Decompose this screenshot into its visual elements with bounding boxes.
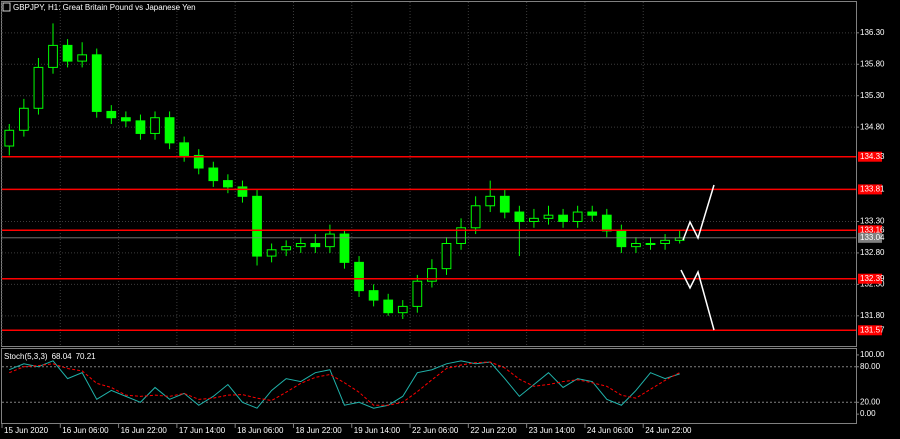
candle-body bbox=[223, 180, 233, 188]
candle-body bbox=[310, 242, 321, 248]
candle-body bbox=[164, 117, 175, 144]
y-tick-label: 134.80 bbox=[860, 122, 885, 131]
x-tick-label: 18 Jun 22:00 bbox=[295, 426, 342, 435]
chart-icon bbox=[2, 2, 11, 12]
candle-body bbox=[397, 305, 408, 314]
x-tick-label: 24 Jun 06:00 bbox=[587, 426, 634, 435]
stoch-line bbox=[9, 361, 680, 406]
x-tick-label: 22 Jun 06:00 bbox=[412, 426, 459, 435]
candle-body bbox=[77, 54, 88, 62]
indicator-name: Stoch(5,3,3) bbox=[4, 352, 48, 361]
candle-body bbox=[543, 214, 554, 219]
indicator-frame bbox=[1, 348, 857, 424]
level-label: 132.39 bbox=[860, 274, 885, 283]
candle-body bbox=[354, 261, 364, 292]
candle-body bbox=[660, 239, 670, 244]
candle-body bbox=[601, 214, 612, 232]
candle-body bbox=[558, 214, 568, 222]
x-tick-label: 15 Jun 2020 bbox=[4, 426, 49, 435]
candle-body bbox=[412, 280, 423, 307]
labels: 136.30 135.80 135.30 134.80 133.30 132.80 132.… bbox=[1, 28, 885, 435]
candle-body bbox=[91, 54, 102, 112]
candle-body bbox=[587, 211, 598, 216]
level-label: 133.16 bbox=[860, 225, 885, 234]
candle-body bbox=[441, 242, 452, 270]
candle-body bbox=[106, 110, 117, 119]
candle-body bbox=[514, 211, 525, 222]
y-tick-label: 136.30 bbox=[860, 28, 885, 37]
y-tick-label: 20.00 bbox=[860, 397, 881, 406]
candle-body bbox=[252, 195, 262, 257]
x-tick-label: 18 Jun 06:00 bbox=[237, 426, 284, 435]
indicator-label: Stoch(5,3,3) 68.04 70.21 bbox=[4, 352, 96, 361]
candle-body bbox=[485, 195, 496, 207]
candle-body bbox=[48, 44, 58, 68]
candle-body bbox=[18, 107, 29, 131]
down-arrow bbox=[680, 269, 715, 331]
candle-body bbox=[193, 154, 204, 169]
y-tick-label: 132.30 bbox=[860, 279, 885, 288]
candle-body bbox=[529, 217, 539, 222]
y-tick-label: 132.80 bbox=[860, 248, 885, 257]
indicator-value: 70.21 bbox=[76, 352, 97, 361]
candle-body bbox=[150, 117, 160, 134]
chart-title: GBPJPY, H1: Great Britain Pound vs Japan… bbox=[13, 3, 196, 12]
level-label: 134.33 bbox=[860, 152, 885, 161]
up-arrow bbox=[682, 184, 715, 241]
candle-body bbox=[631, 242, 641, 248]
candle-body bbox=[33, 66, 44, 109]
candle-body bbox=[368, 290, 379, 301]
candle-body bbox=[470, 205, 481, 229]
level-label-bg bbox=[858, 151, 882, 162]
candle-body bbox=[499, 195, 510, 213]
y-tick-label: 135.80 bbox=[860, 59, 885, 68]
y-tick-label: 131.80 bbox=[860, 311, 885, 320]
y-tick-label: 80.00 bbox=[860, 362, 881, 371]
candle-body bbox=[572, 211, 583, 222]
candle-body bbox=[135, 120, 146, 134]
candle-body bbox=[645, 242, 656, 245]
x-tick-label: 16 Jun 06:00 bbox=[62, 426, 109, 435]
candle-body bbox=[208, 167, 219, 182]
candle-body bbox=[427, 268, 437, 282]
candle-body bbox=[179, 142, 190, 156]
y-tick-label: 135.30 bbox=[860, 91, 885, 100]
grid bbox=[1, 2, 856, 403]
candle-body bbox=[295, 242, 306, 248]
x-tick-label: 19 Jun 14:00 bbox=[354, 426, 401, 435]
level-label: 133.81 bbox=[860, 185, 885, 194]
price-label-bg bbox=[858, 232, 882, 243]
candle-body bbox=[237, 186, 248, 197]
candle-body bbox=[383, 299, 394, 314]
x-tick-label: 17 Jun 14:00 bbox=[179, 426, 226, 435]
level-label-bg bbox=[858, 184, 882, 195]
candle-body bbox=[4, 129, 15, 147]
x-tick-label: 24 Jun 22:00 bbox=[645, 426, 692, 435]
candle-body bbox=[616, 230, 627, 248]
x-tick-label: 22 Jun 22:00 bbox=[470, 426, 517, 435]
level-label-bg bbox=[858, 325, 882, 336]
level-label-bg bbox=[858, 273, 882, 284]
candle-body bbox=[121, 117, 131, 122]
y-tick-label: 133.30 bbox=[860, 217, 885, 226]
candle-body bbox=[325, 233, 335, 248]
candle-body bbox=[266, 249, 277, 257]
y-tick-label: 0.00 bbox=[860, 409, 876, 418]
level-label: 131.57 bbox=[860, 325, 885, 334]
candle-body bbox=[62, 44, 73, 62]
level-label-bg bbox=[858, 225, 882, 236]
y-tick-label: 100.00 bbox=[860, 350, 885, 359]
indicator-value: 68.04 bbox=[52, 352, 73, 361]
candle-body bbox=[456, 227, 466, 244]
x-tick-label: 16 Jun 22:00 bbox=[121, 426, 168, 435]
x-tick-label: 23 Jun 14:00 bbox=[529, 426, 576, 435]
candle-body bbox=[339, 233, 350, 263]
forecast-arrows bbox=[680, 184, 715, 331]
candle-body bbox=[281, 246, 292, 251]
stoch-line bbox=[9, 360, 680, 409]
price-label: 133.04 bbox=[860, 233, 885, 242]
